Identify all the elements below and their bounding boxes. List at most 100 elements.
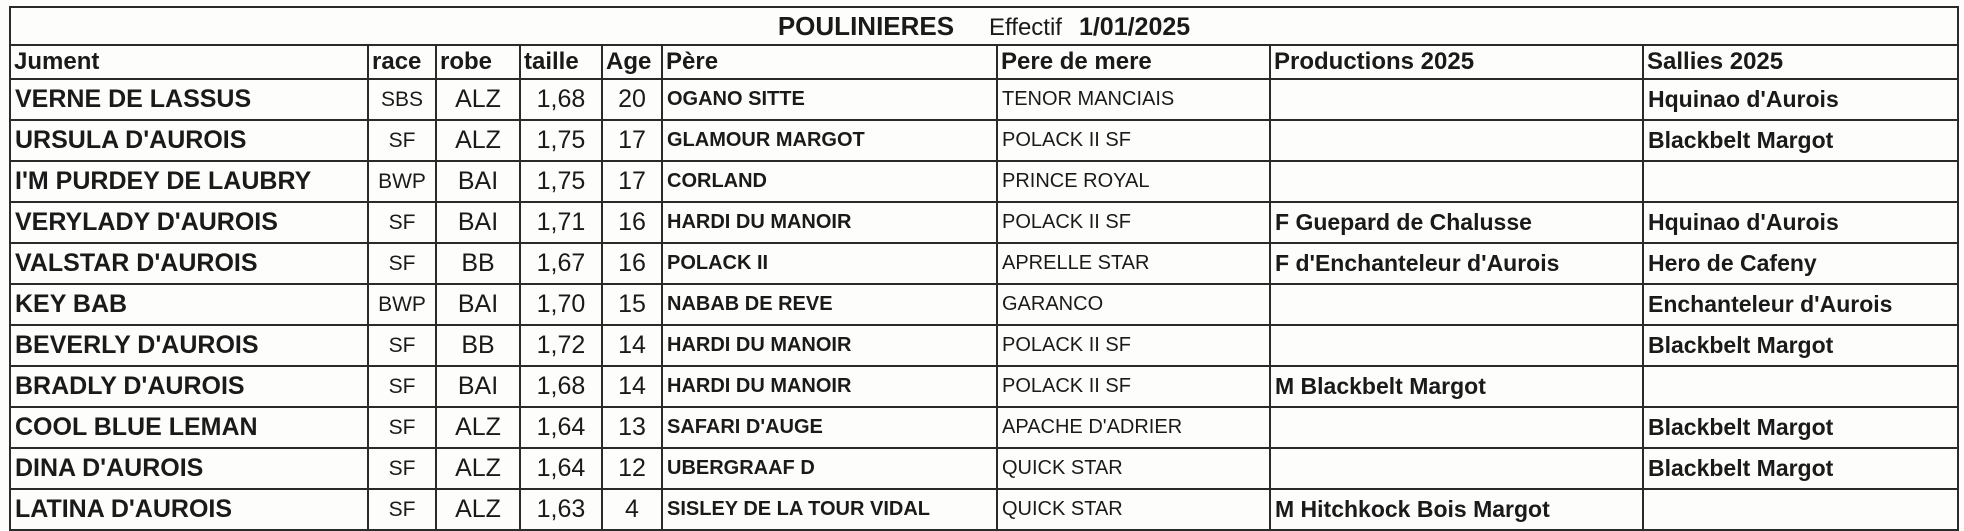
cell-taille: 1,68 bbox=[519, 78, 603, 121]
cell-pere-de-mere: POLACK II SF bbox=[996, 201, 1271, 244]
cell-productions-2025: F d'Enchanteleur d'Aurois bbox=[1269, 242, 1644, 285]
cell-age: 13 bbox=[601, 406, 663, 449]
cell-age: 15 bbox=[601, 283, 663, 326]
cell-jument: LATINA D'AUROIS bbox=[9, 488, 369, 531]
cell-taille: 1,75 bbox=[519, 119, 603, 162]
title-effectif: Effectif bbox=[989, 13, 1062, 41]
table-row: BRADLY D'AUROIS SF BAI 1,68 14 HARDI DU MANOI… bbox=[9, 365, 1960, 408]
broodmare-table: POULINIERES Effectif 1/01/2025 Jument rac… bbox=[8, 6, 1960, 531]
cell-race: SF bbox=[367, 201, 437, 244]
cell-jument: VERNE DE LASSUS bbox=[9, 78, 369, 121]
cell-sallies-2025: Hero de Cafeny bbox=[1641, 242, 1960, 285]
header-jument: Jument bbox=[9, 44, 369, 80]
cell-race: SF bbox=[367, 119, 437, 162]
cell-robe: ALZ bbox=[435, 406, 521, 449]
cell-age: 16 bbox=[601, 201, 663, 244]
cell-productions-2025 bbox=[1269, 447, 1644, 490]
cell-robe: ALZ bbox=[435, 119, 521, 162]
cell-race: SF bbox=[367, 447, 437, 490]
header-age: Age bbox=[601, 44, 663, 80]
cell-jument: DINA D'AUROIS bbox=[9, 447, 369, 490]
table-title: POULINIERES Effectif 1/01/2025 bbox=[8, 6, 1960, 46]
cell-sallies-2025 bbox=[1641, 365, 1960, 408]
cell-productions-2025 bbox=[1269, 324, 1644, 367]
cell-taille: 1,75 bbox=[519, 160, 603, 203]
table-row: KEY BAB BWP BAI 1,70 15 NABAB DE REVE GARANCO E… bbox=[9, 283, 1960, 326]
cell-jument: KEY BAB bbox=[9, 283, 369, 326]
cell-race: SF bbox=[367, 242, 437, 285]
cell-pere: GLAMOUR MARGOT bbox=[661, 119, 998, 162]
cell-robe: BAI bbox=[435, 283, 521, 326]
cell-taille: 1,71 bbox=[519, 201, 603, 244]
header-productions-2025: Productions 2025 bbox=[1269, 44, 1644, 80]
cell-race: SF bbox=[367, 324, 437, 367]
cell-pere-de-mere: POLACK II SF bbox=[996, 119, 1271, 162]
cell-pere: UBERGRAAF D bbox=[661, 447, 998, 490]
cell-pere-de-mere: TENOR MANCIAIS bbox=[996, 78, 1271, 121]
cell-productions-2025: M Hitchkock Bois Margot bbox=[1269, 488, 1644, 531]
cell-age: 16 bbox=[601, 242, 663, 285]
table-row: DINA D'AUROIS SF ALZ 1,64 12 UBERGRAAF D QUICK… bbox=[9, 447, 1960, 490]
cell-race: BWP bbox=[367, 283, 437, 326]
cell-taille: 1,72 bbox=[519, 324, 603, 367]
cell-race: SF bbox=[367, 365, 437, 408]
table-row: URSULA D'AUROIS SF ALZ 1,75 17 GLAMOUR MARGOT… bbox=[9, 119, 1960, 162]
cell-pere: SISLEY DE LA TOUR VIDAL bbox=[661, 488, 998, 531]
cell-pere: OGANO SITTE bbox=[661, 78, 998, 121]
cell-pere-de-mere: POLACK II SF bbox=[996, 365, 1271, 408]
header-robe: robe bbox=[435, 44, 521, 80]
cell-robe: BAI bbox=[435, 365, 521, 408]
table-row: LATINA D'AUROIS SF ALZ 1,63 4 SISLEY DE LA TO… bbox=[9, 488, 1960, 531]
cell-age: 17 bbox=[601, 119, 663, 162]
cell-pere: POLACK II bbox=[661, 242, 998, 285]
cell-pere: SAFARI D'AUGE bbox=[661, 406, 998, 449]
cell-robe: ALZ bbox=[435, 447, 521, 490]
cell-productions-2025 bbox=[1269, 406, 1644, 449]
cell-age: 14 bbox=[601, 324, 663, 367]
cell-productions-2025 bbox=[1269, 78, 1644, 121]
table-row: VALSTAR D'AUROIS SF BB 1,67 16 POLACK II APREL… bbox=[9, 242, 1960, 285]
header-pere-de-mere: Pere de mere bbox=[996, 44, 1271, 80]
cell-age: 17 bbox=[601, 160, 663, 203]
header-sallies-2025: Sallies 2025 bbox=[1641, 44, 1960, 80]
cell-productions-2025 bbox=[1269, 283, 1644, 326]
cell-taille: 1,64 bbox=[519, 447, 603, 490]
cell-jument: URSULA D'AUROIS bbox=[9, 119, 369, 162]
table-row: I'M PURDEY DE LAUBRY BWP BAI 1,75 17 CORLAND P… bbox=[9, 160, 1960, 203]
cell-sallies-2025: Enchanteleur d'Aurois bbox=[1641, 283, 1960, 326]
cell-pere: HARDI DU MANOIR bbox=[661, 324, 998, 367]
table-row: VERNE DE LASSUS SBS ALZ 1,68 20 OGANO SITTE TE… bbox=[9, 78, 1960, 121]
cell-sallies-2025: Blackbelt Margot bbox=[1641, 324, 1960, 367]
cell-taille: 1,64 bbox=[519, 406, 603, 449]
cell-pere-de-mere: QUICK STAR bbox=[996, 488, 1271, 531]
table-row: VERYLADY D'AUROIS SF BAI 1,71 16 HARDI DU MAN… bbox=[9, 201, 1960, 244]
cell-productions-2025: M Blackbelt Margot bbox=[1269, 365, 1644, 408]
cell-sallies-2025: Hquinao d'Aurois bbox=[1641, 201, 1960, 244]
cell-race: SF bbox=[367, 406, 437, 449]
cell-age: 20 bbox=[601, 78, 663, 121]
cell-pere-de-mere: APACHE D'ADRIER bbox=[996, 406, 1271, 449]
header-row: Jument race robe taille Age Père Pere de mere P… bbox=[9, 44, 1960, 80]
cell-sallies-2025: Blackbelt Margot bbox=[1641, 406, 1960, 449]
table-row: COOL BLUE LEMAN SF ALZ 1,64 13 SAFARI D'AUGE A… bbox=[9, 406, 1960, 449]
cell-jument: BEVERLY D'AUROIS bbox=[9, 324, 369, 367]
cell-taille: 1,68 bbox=[519, 365, 603, 408]
cell-productions-2025 bbox=[1269, 119, 1644, 162]
cell-jument: VALSTAR D'AUROIS bbox=[9, 242, 369, 285]
cell-sallies-2025 bbox=[1641, 160, 1960, 203]
cell-productions-2025 bbox=[1269, 160, 1644, 203]
cell-pere: CORLAND bbox=[661, 160, 998, 203]
header-race: race bbox=[367, 44, 437, 80]
cell-race: SBS bbox=[367, 78, 437, 121]
cell-robe: ALZ bbox=[435, 78, 521, 121]
cell-robe: BB bbox=[435, 324, 521, 367]
cell-jument: VERYLADY D'AUROIS bbox=[9, 201, 369, 244]
cell-productions-2025: F Guepard de Chalusse bbox=[1269, 201, 1644, 244]
cell-taille: 1,70 bbox=[519, 283, 603, 326]
cell-robe: BAI bbox=[435, 201, 521, 244]
cell-sallies-2025: Blackbelt Margot bbox=[1641, 447, 1960, 490]
header-taille: taille bbox=[519, 44, 603, 80]
cell-pere-de-mere: APRELLE STAR bbox=[996, 242, 1271, 285]
cell-jument: COOL BLUE LEMAN bbox=[9, 406, 369, 449]
cell-pere: HARDI DU MANOIR bbox=[661, 201, 998, 244]
